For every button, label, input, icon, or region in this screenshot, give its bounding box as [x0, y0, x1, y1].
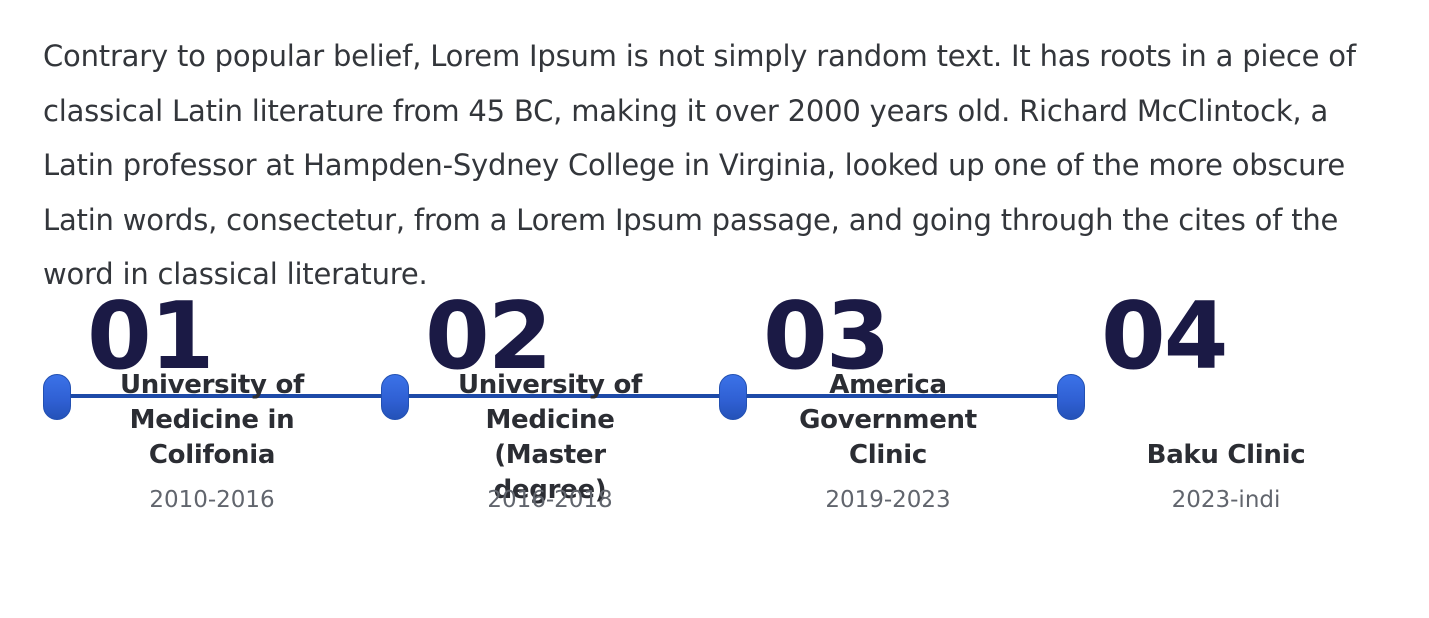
timeline-step-2: 02 University of Medicine (Master degree…: [381, 282, 721, 550]
timeline-step-3: 03 America Government Clinic 2019-2023: [719, 282, 1059, 550]
step-number: 03: [763, 282, 890, 390]
timeline-connector: [67, 394, 383, 398]
step-number: 02: [425, 282, 552, 390]
timeline-dot: [43, 374, 71, 420]
timeline-dot: [719, 374, 747, 420]
step-number: 04: [1101, 282, 1228, 390]
step-years: 2016-2018: [487, 487, 613, 513]
timeline-step-4: 04 Baku Clinic 2023-indi: [1057, 290, 1395, 550]
education-timeline: 01 University of Medicine in Colifonia 2…: [43, 290, 1395, 550]
step-title: University of Medicine (Master degree): [457, 370, 643, 505]
timeline-dot: [1057, 374, 1085, 420]
timeline-connector: [743, 394, 1059, 398]
step-title: America Government Clinic: [799, 370, 977, 470]
timeline-connector: [405, 394, 721, 398]
timeline-step-1: 01 University of Medicine in Colifonia 2…: [43, 282, 383, 550]
step-number: 01: [87, 282, 214, 390]
step-years: 2019-2023: [825, 487, 951, 513]
step-title: Baku Clinic: [1146, 440, 1306, 470]
timeline-dot: [381, 374, 409, 420]
step-years: 2010-2016: [149, 487, 275, 513]
step-years: 2023-indi: [1171, 487, 1281, 513]
step-title: University of Medicine in Colifonia: [119, 370, 305, 470]
intro-paragraph: Contrary to popular belief, Lorem Ipsum …: [43, 39, 1356, 291]
